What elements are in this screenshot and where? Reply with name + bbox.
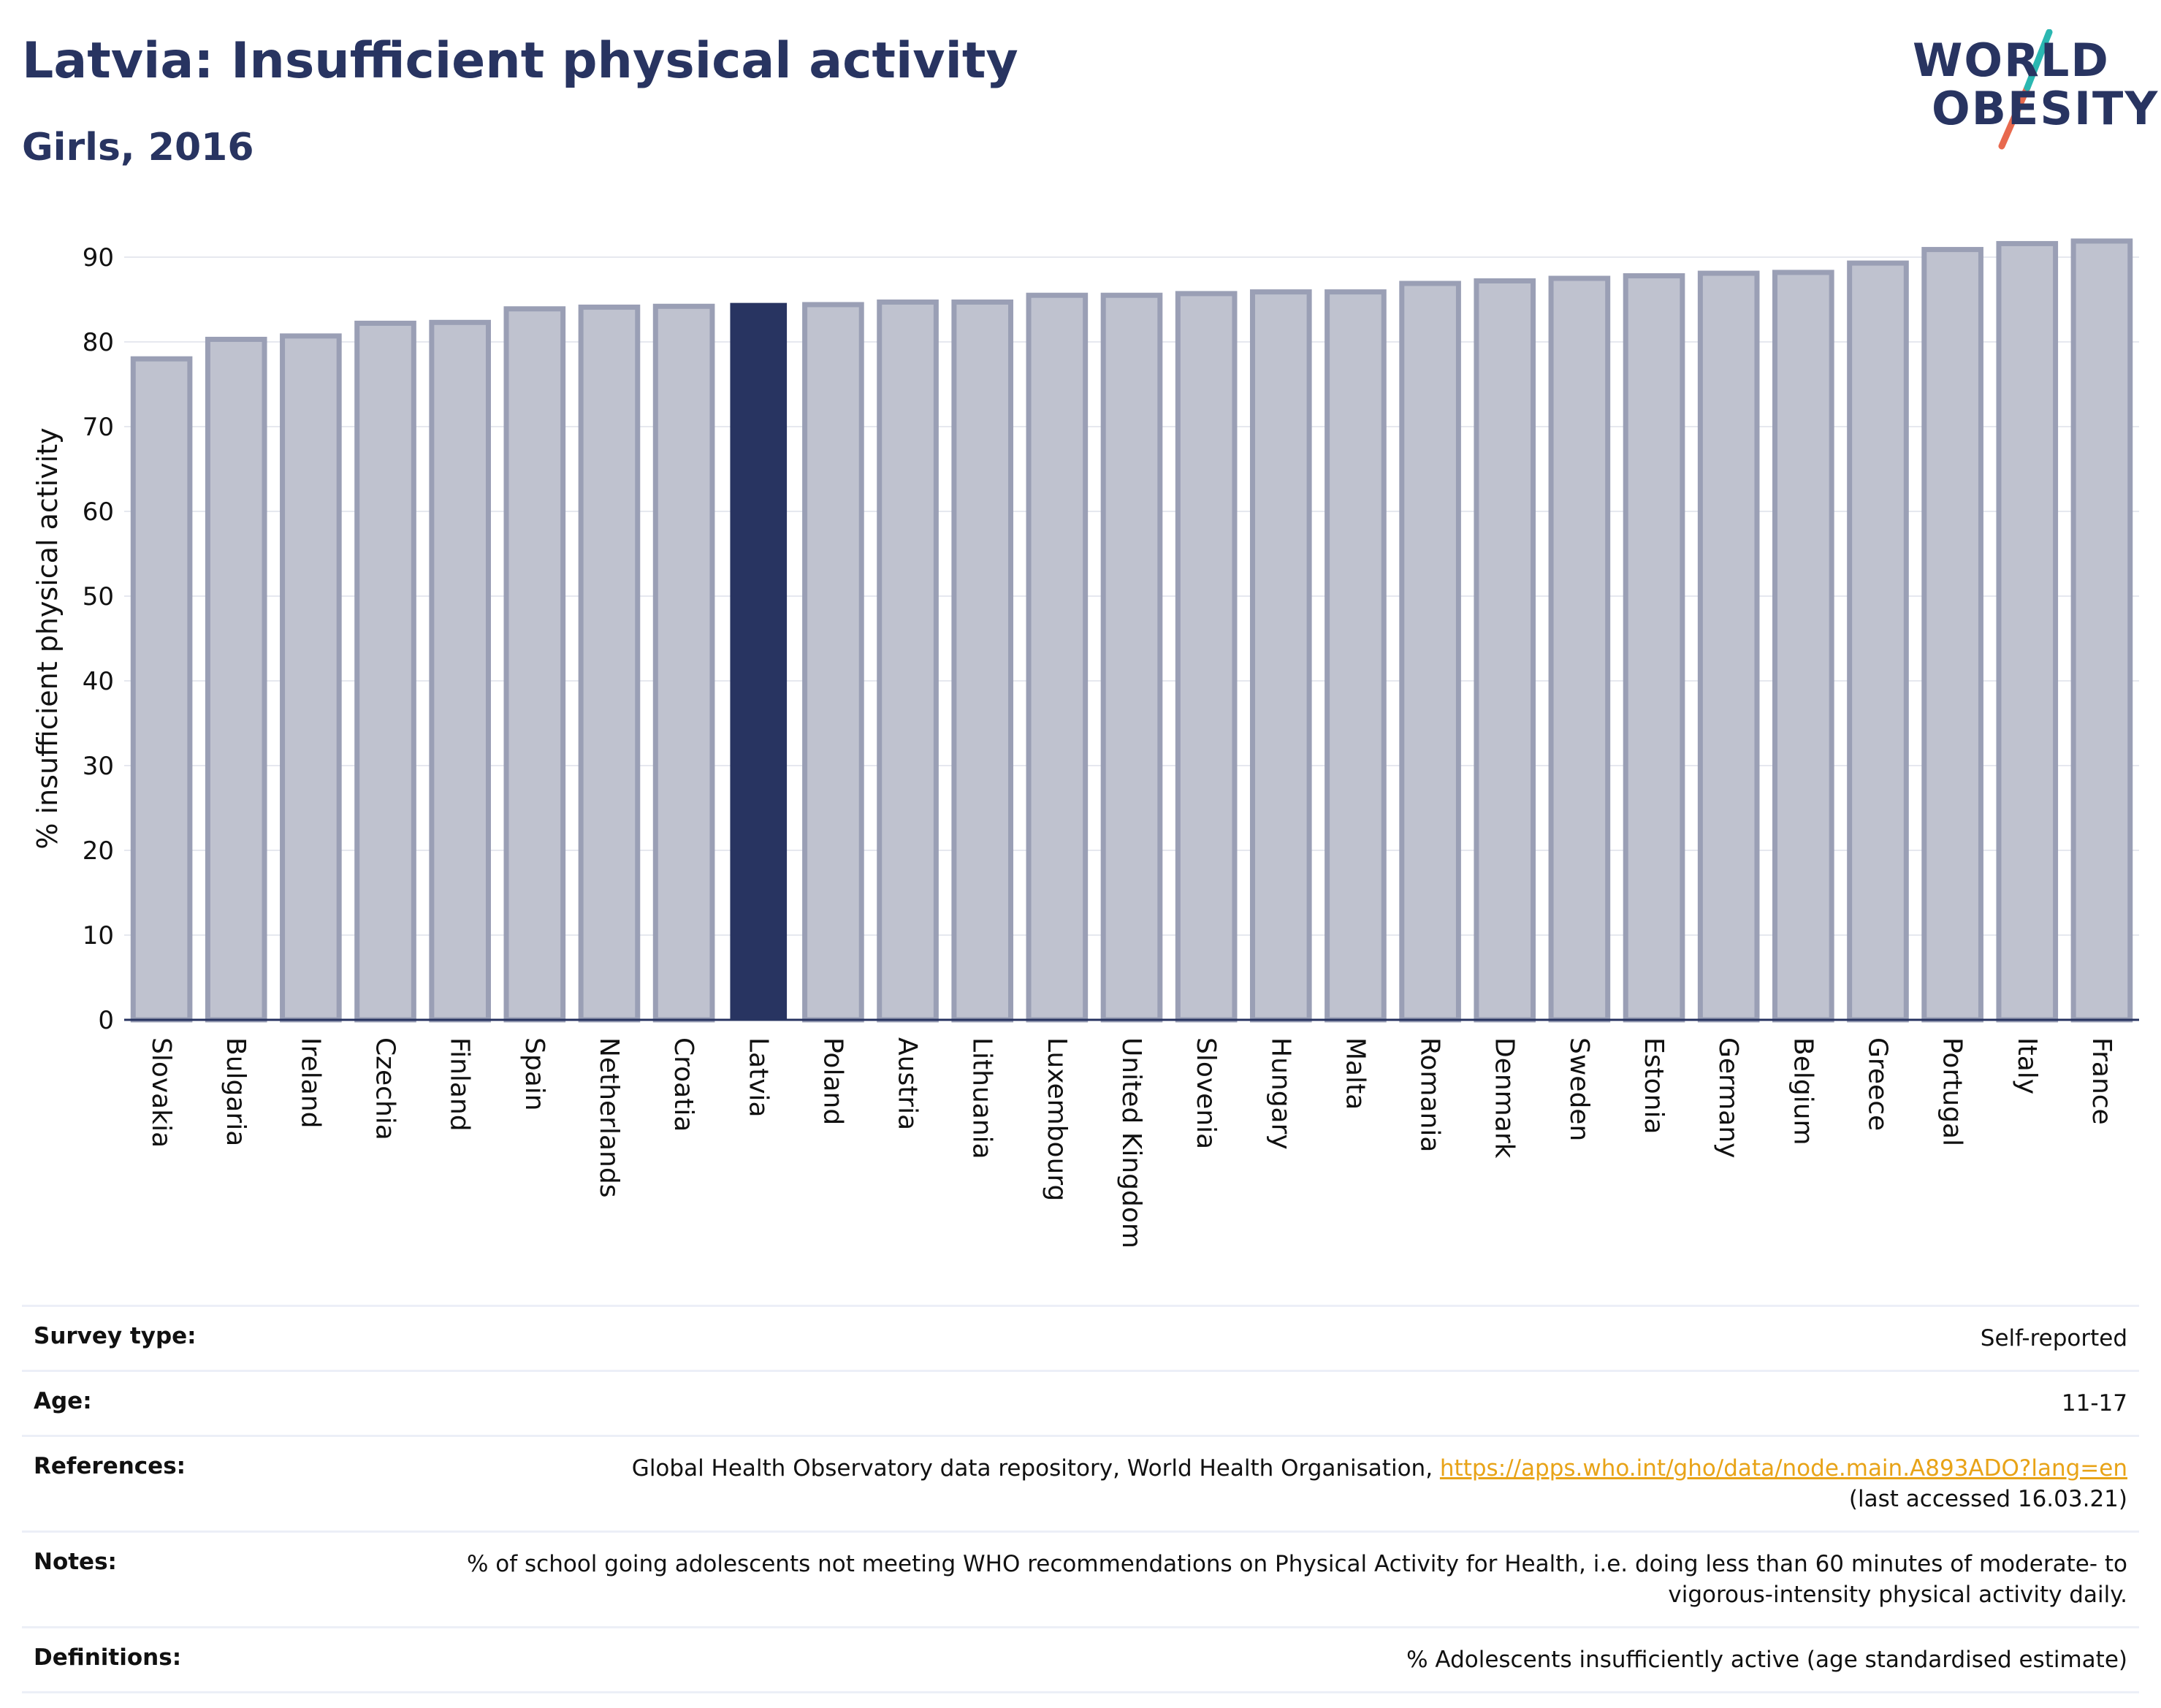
x-tick-label: Finland bbox=[445, 1037, 475, 1132]
reference-accessed: (last accessed 16.03.21) bbox=[1848, 1486, 2127, 1512]
x-tick-label: Lithuania bbox=[967, 1037, 997, 1159]
y-tick-label: 40 bbox=[83, 667, 114, 696]
meta-row-survey-type: Survey type: Self-reported bbox=[22, 1305, 2139, 1370]
bar-denmark bbox=[1474, 278, 1536, 1023]
y-tick-label: 90 bbox=[83, 243, 114, 272]
x-tick-label: Germany bbox=[1713, 1037, 1743, 1158]
meta-row-notes: Notes: % of school going adolescents not… bbox=[22, 1530, 2139, 1626]
bar-france bbox=[2070, 238, 2133, 1023]
bar-czechia bbox=[354, 320, 416, 1023]
bar-chart: 0 10 20 30 40 50 60 70 80 90 % insufficient physic… bbox=[31, 238, 2139, 1248]
bar-italy bbox=[1996, 240, 2059, 1023]
bar-hungary bbox=[1249, 289, 1312, 1023]
reference-link[interactable]: https://apps.who.int/gho/data/node.main.… bbox=[1439, 1455, 2127, 1482]
x-tick-label: Romania bbox=[1415, 1037, 1445, 1152]
x-tick-label: Sweden bbox=[1564, 1037, 1594, 1141]
y-tick-label: 70 bbox=[83, 413, 114, 442]
x-tick-label: Austria bbox=[893, 1037, 923, 1130]
y-tick-label: 80 bbox=[83, 328, 114, 357]
y-tick-label: 60 bbox=[83, 497, 114, 527]
bar-poland bbox=[802, 302, 864, 1023]
x-tick-label: Portugal bbox=[1937, 1037, 1967, 1146]
bar-slovakia bbox=[130, 356, 193, 1023]
bar-sweden bbox=[1548, 275, 1611, 1023]
x-tick-label: Bulgaria bbox=[221, 1037, 251, 1146]
x-tick-label: Slovenia bbox=[1191, 1037, 1221, 1149]
bar-greece bbox=[1847, 260, 1909, 1023]
x-tick-label: Ireland bbox=[295, 1037, 325, 1129]
bar-estonia bbox=[1623, 273, 1685, 1023]
meta-row-definitions: Definitions: % Adolescents insufficientl… bbox=[22, 1626, 2139, 1693]
y-tick-label: 0 bbox=[98, 1006, 114, 1035]
bar-luxembourg bbox=[1026, 292, 1089, 1023]
logo-slash-icon bbox=[1998, 29, 2053, 150]
y-tick-label: 10 bbox=[83, 921, 114, 950]
bar-slovenia bbox=[1175, 291, 1238, 1023]
chart-title: Latvia: Insufficient physical activity bbox=[22, 32, 1018, 90]
bar-ireland bbox=[280, 333, 342, 1023]
meta-label: Notes: bbox=[34, 1549, 117, 1575]
meta-value: Self-reported bbox=[1980, 1325, 2127, 1351]
meta-row-age: Age: 11-17 bbox=[22, 1370, 2139, 1435]
y-tick-label: 20 bbox=[83, 836, 114, 866]
x-tick-label: Hungary bbox=[1265, 1037, 1295, 1150]
metadata-table: Survey type: Self-reported Age: 11-17 Re… bbox=[22, 1305, 2139, 1693]
meta-value: 11-17 bbox=[2061, 1390, 2127, 1417]
meta-label: Definitions: bbox=[34, 1644, 182, 1671]
bar-austria bbox=[877, 299, 939, 1023]
y-axis-label: % insufficient physical activity bbox=[31, 427, 64, 849]
bar-portugal bbox=[1921, 247, 1983, 1023]
bar-romania bbox=[1399, 281, 1461, 1023]
meta-value: % of school going adolescents not meetin… bbox=[466, 1551, 2127, 1608]
bar-netherlands bbox=[578, 304, 641, 1023]
bar-malta bbox=[1325, 289, 1387, 1023]
reference-text: Global Health Observatory data repositor… bbox=[631, 1455, 1433, 1482]
x-tick-label: Denmark bbox=[1490, 1037, 1520, 1159]
bar-spain bbox=[503, 306, 566, 1023]
bar-united-kingdom bbox=[1100, 292, 1163, 1023]
x-tick-label: Malta bbox=[1340, 1037, 1370, 1110]
y-tick-label: 30 bbox=[83, 752, 114, 781]
x-tick-label: Latvia bbox=[743, 1037, 773, 1118]
x-tick-label: Croatia bbox=[668, 1037, 698, 1132]
x-tick-label: Greece bbox=[1862, 1037, 1892, 1131]
bar-belgium bbox=[1772, 270, 1834, 1023]
x-tick-label: Estonia bbox=[1639, 1037, 1669, 1135]
meta-label: Survey type: bbox=[34, 1323, 197, 1349]
bar-lithuania bbox=[951, 299, 1014, 1023]
logo-line-world: WORLD bbox=[1913, 34, 2110, 87]
x-tick-label: Slovakia bbox=[146, 1037, 176, 1148]
x-tick-label: Poland bbox=[817, 1037, 847, 1125]
x-tick-label: Netherlands bbox=[594, 1037, 624, 1197]
x-tick-label: Czechia bbox=[370, 1037, 400, 1140]
x-tick-label: United Kingdom bbox=[1116, 1037, 1146, 1248]
meta-label: References: bbox=[34, 1453, 186, 1479]
y-tick-label: 50 bbox=[83, 582, 114, 611]
x-tick-label: France bbox=[2086, 1037, 2116, 1125]
x-tick-label: Belgium bbox=[1788, 1037, 1818, 1145]
bar-finland bbox=[429, 319, 491, 1023]
x-tick-label: Spain bbox=[519, 1037, 549, 1111]
world-obesity-logo: WORLD OBESITY bbox=[1899, 29, 2157, 153]
meta-value: Global Health Observatory data repositor… bbox=[632, 1453, 2139, 1514]
bar-croatia bbox=[652, 303, 715, 1023]
bar-germany bbox=[1697, 270, 1760, 1023]
chart-subtitle: Girls, 2016 bbox=[22, 126, 254, 169]
x-tick-label: Luxembourg bbox=[1042, 1037, 1072, 1201]
meta-label: Age: bbox=[34, 1388, 92, 1414]
logo-line-obesity: OBESITY bbox=[1932, 82, 2160, 135]
bar-bulgaria bbox=[205, 337, 267, 1023]
meta-row-references: References: Global Health Observatory da… bbox=[22, 1435, 2139, 1530]
x-tick-label: Italy bbox=[2012, 1037, 2042, 1094]
bar-latvia bbox=[730, 302, 788, 1020]
meta-value: % Adolescents insufficiently active (age… bbox=[1406, 1647, 2127, 1673]
